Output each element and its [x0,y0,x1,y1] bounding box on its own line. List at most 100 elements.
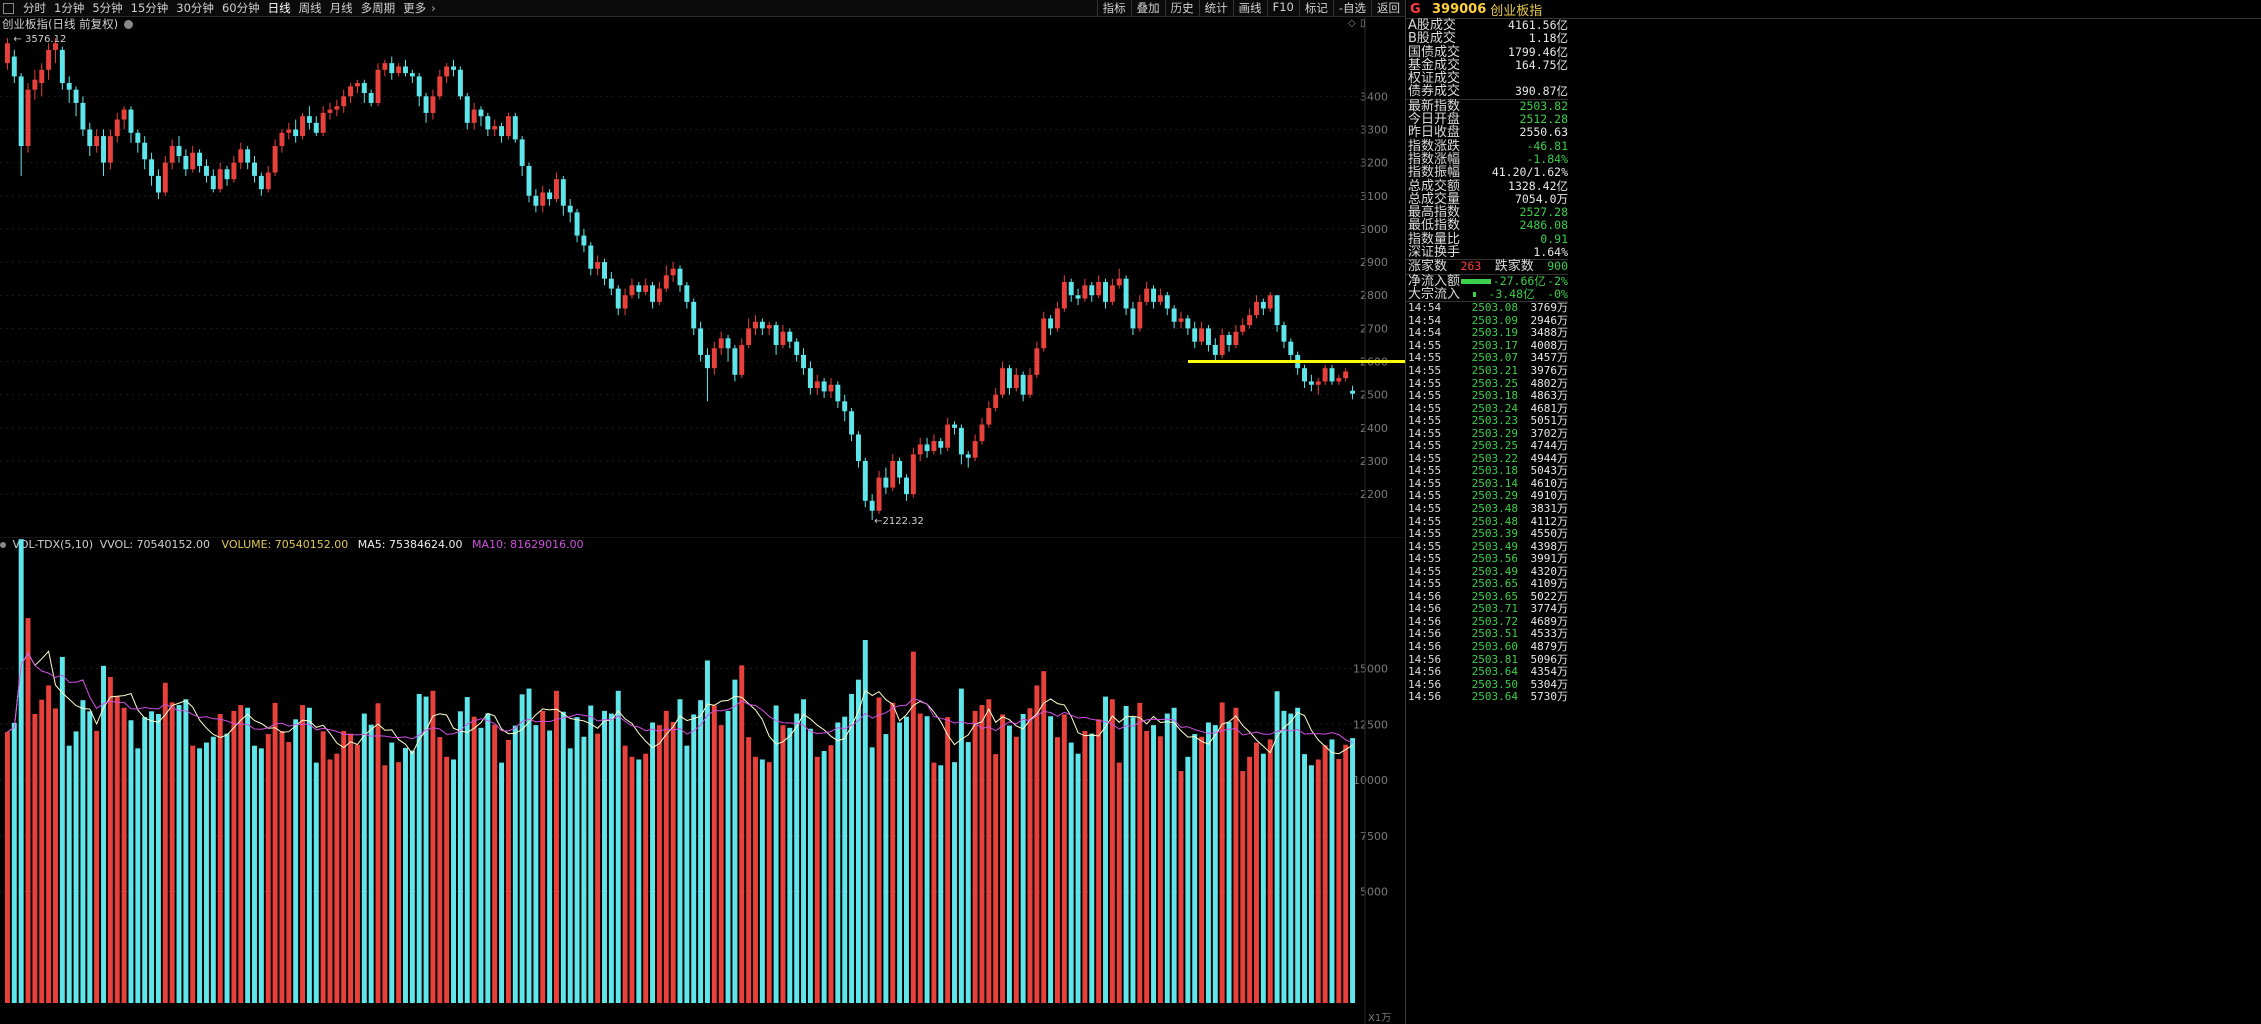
price-tick-label: 2300 [1360,455,1388,468]
volume-bar [759,759,765,1003]
volume-bar [341,730,347,1003]
tick-time: 14:55 [1408,464,1442,478]
period-tab[interactable]: 日线 [267,1,291,15]
period-tab[interactable]: 15分钟 [130,1,169,15]
tick-time: 14:55 [1408,564,1442,578]
stat-label: 基金成交 [1408,57,1461,73]
tick-volume: 5730万 [1530,690,1569,704]
candle-body [286,129,292,133]
volume-bar [560,711,566,1003]
volume-bar [746,737,752,1003]
tick-volume: 4944万 [1530,451,1569,465]
chevron-right-icon[interactable]: › [431,1,436,15]
candle-body [1322,368,1328,382]
stat-row: 基金成交 164.75亿 [1406,57,1570,73]
period-tab[interactable]: 5分钟 [92,1,123,15]
period-tab[interactable]: 周线 [298,1,322,15]
candle-body [1006,368,1012,389]
period-tab[interactable]: 更多 [403,1,427,15]
restore-icon[interactable]: ▯ [1360,18,1366,29]
flow-pct: -0% [1547,286,1568,301]
candle-body [457,69,463,97]
stat-value: 2486.08 [1519,218,1568,233]
volume-bar [203,742,209,1003]
volume-bar [794,713,800,1003]
volume-bar [94,730,100,1003]
tick-row: 14:55 2503.49 4320万 [1406,564,1568,579]
candle-body [732,348,738,375]
volume-bar [492,724,498,1003]
tick-time: 14:56 [1408,589,1442,603]
tick-volume: 4879万 [1530,640,1569,653]
volume-bar [382,765,388,1003]
tick-row: 14:55 2503.39 4550万 [1406,528,1568,541]
candle-body [1151,288,1157,302]
candle-body [46,49,52,70]
volume-bar [595,733,601,1003]
period-tab[interactable]: 30分钟 [176,1,214,15]
tool-button[interactable]: 统计 [1198,0,1233,16]
candle-body [1185,318,1191,329]
period-tab[interactable]: 多周期 [360,1,396,15]
volume-bar [904,716,909,1003]
tool-button[interactable]: -自选 [1332,0,1371,16]
volume-bar [691,714,697,1003]
tool-button[interactable]: 画线 [1232,0,1267,16]
volume-bar [190,745,196,1003]
candle-body [464,96,470,123]
tool-button[interactable]: F10 [1266,0,1299,16]
candle-body [142,142,148,160]
volume-chart[interactable]: 5000 7500 10000 12500 15000 X1万 [0,537,1405,1024]
volume-dot-icon[interactable] [0,542,6,548]
period-tab[interactable]: 1分钟 [54,1,85,15]
candle-body [1247,315,1253,326]
volume-bar [1281,710,1287,1003]
tick-price: 2503.48 [1471,514,1518,528]
candle-body [533,195,539,206]
volume-bar [4,732,10,1003]
volume-bar [197,748,203,1003]
tick-list[interactable]: 14:54 2503.08 3769万 14:54 2503.09 2946万 14:54 2… [1406,302,2261,704]
index-code: 399006 [1432,1,1487,17]
candle-body [176,146,182,156]
tool-button[interactable]: 指标 [1096,0,1131,16]
tick-time: 14:55 [1408,414,1442,428]
stat-value: 1.64% [1533,245,1568,260]
candlestick-chart[interactable]: 2200230024002500260027002800290030003100… [0,16,1405,537]
candle-body [890,461,896,488]
volume-bar [574,717,580,1003]
candle-body [574,212,580,236]
menu-square-icon[interactable] [3,2,14,14]
candle-body [849,411,855,435]
diamond-icon[interactable]: ◇ [1348,18,1356,29]
tick-time: 14:55 [1408,577,1442,591]
period-tab[interactable]: 60分钟 [221,1,260,15]
tool-button[interactable]: 返回 [1371,0,1405,16]
tick-volume: 4610万 [1530,476,1569,490]
period-tab[interactable]: 分时 [23,1,46,15]
stat-label: 指数量比 [1408,231,1461,247]
candle-body [32,79,38,90]
settings-dot-icon[interactable] [123,20,133,29]
tick-price: 2503.18 [1471,389,1518,403]
tool-button[interactable]: 叠加 [1130,0,1165,16]
candle-body [1020,374,1026,395]
period-tab[interactable]: 月线 [329,1,353,15]
stat-row: 今日开盘 2512.28 [1406,112,1570,126]
tick-volume: 4744万 [1530,439,1569,453]
tick-row: 14:56 2503.64 4354万 [1406,666,1568,679]
volume-bar [18,539,24,1003]
tick-row: 14:55 2503.49 4398万 [1406,540,1568,554]
stat-row: 最新指数 2503.82 [1406,99,1570,113]
candle-body [354,83,360,87]
tick-time: 14:55 [1408,439,1442,453]
candle-body [986,407,992,425]
tick-price: 2503.23 [1471,414,1518,428]
volume-bar [1034,685,1040,1003]
tool-button[interactable]: 历史 [1164,0,1199,16]
tool-button[interactable]: 标记 [1298,0,1333,16]
volume-bar [821,751,827,1003]
vol-indicator-name: VOL-TDX(5,10) [12,538,94,551]
volume-bar [485,713,491,1003]
volume-bar [1061,714,1067,1003]
